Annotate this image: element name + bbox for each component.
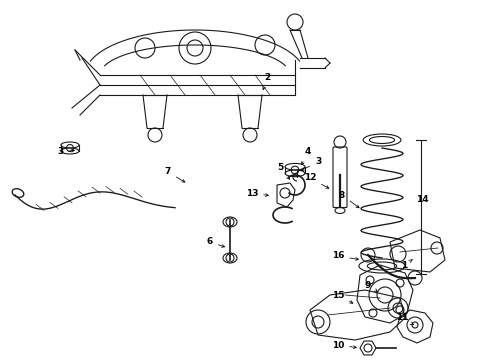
Text: 13: 13 [246, 189, 269, 198]
Text: 10: 10 [332, 341, 356, 350]
Text: 5: 5 [277, 163, 290, 179]
Text: 12: 12 [304, 174, 329, 188]
Text: 4: 4 [302, 148, 311, 165]
Text: 11: 11 [396, 314, 414, 325]
Text: 2: 2 [263, 73, 270, 90]
Text: 6: 6 [207, 238, 224, 247]
Text: 14: 14 [416, 195, 428, 204]
Text: 1: 1 [401, 260, 412, 270]
Text: 7: 7 [165, 167, 185, 182]
Text: 15: 15 [332, 291, 353, 303]
Text: 3: 3 [301, 158, 321, 170]
Text: 9: 9 [365, 280, 377, 292]
Text: 16: 16 [332, 252, 358, 261]
Text: 8: 8 [339, 190, 359, 208]
Text: 3: 3 [57, 148, 74, 157]
